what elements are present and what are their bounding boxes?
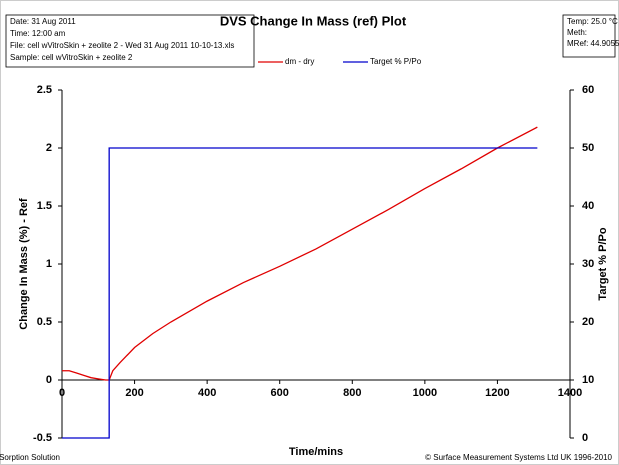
y-tick-label: 2.5 (37, 84, 52, 96)
info-line: Sample: cell wVitroSkin + zeolite 2 (10, 53, 133, 62)
x-tick-label: 1200 (485, 387, 509, 399)
series-line (62, 147, 538, 439)
series-line (62, 126, 538, 381)
y2-axis-label: Target % P/Po (597, 227, 609, 300)
y-tick-label: 1 (46, 258, 52, 270)
x-tick-label: 0 (59, 387, 65, 399)
footer-right: © Surface Measurement Systems Ltd UK 199… (425, 453, 612, 462)
y2-tick-label: 20 (582, 316, 594, 328)
info-line: Time: 12:00 am (10, 29, 66, 38)
footer-left: DVS - The Sorption Solution (0, 453, 60, 462)
x-tick-label: 600 (271, 387, 289, 399)
legend-label: Target % P/Po (370, 57, 422, 66)
y2-tick-label: 10 (582, 374, 594, 386)
x-tick-label: 1000 (413, 387, 437, 399)
legend-label: dm - dry (285, 57, 314, 66)
y-tick-label: -0.5 (33, 432, 52, 444)
meta-line: Meth: (567, 28, 587, 37)
y2-tick-label: 50 (582, 142, 594, 154)
y-axis-label: Change In Mass (%) - Ref (18, 198, 30, 330)
y-tick-label: 0.5 (37, 316, 52, 328)
info-box (5, 14, 255, 68)
x-tick-label: 400 (198, 387, 216, 399)
y2-tick-label: 0 (582, 432, 588, 444)
x-axis-label: Time/mins (289, 446, 343, 458)
y-tick-label: 1.5 (37, 200, 52, 212)
y-tick-label: 2 (46, 142, 52, 154)
x-tick-label: 200 (125, 387, 143, 399)
info-line: File: cell wVitroSkin + zeolite 2 - Wed … (10, 41, 234, 50)
meta-box (562, 14, 616, 58)
info-line: Date: 31 Aug 2011 (10, 17, 76, 26)
y-tick-label: 0 (46, 374, 52, 386)
y2-tick-label: 40 (582, 200, 594, 212)
x-tick-label: 1400 (558, 387, 582, 399)
x-tick-label: 800 (343, 387, 361, 399)
meta-line: MRef: 44.9055 (567, 39, 619, 48)
meta-line: Temp: 25.0 °C (567, 17, 618, 26)
y2-tick-label: 30 (582, 258, 594, 270)
y2-tick-label: 60 (582, 84, 594, 96)
chart-title: DVS Change In Mass (ref) Plot (220, 13, 407, 28)
